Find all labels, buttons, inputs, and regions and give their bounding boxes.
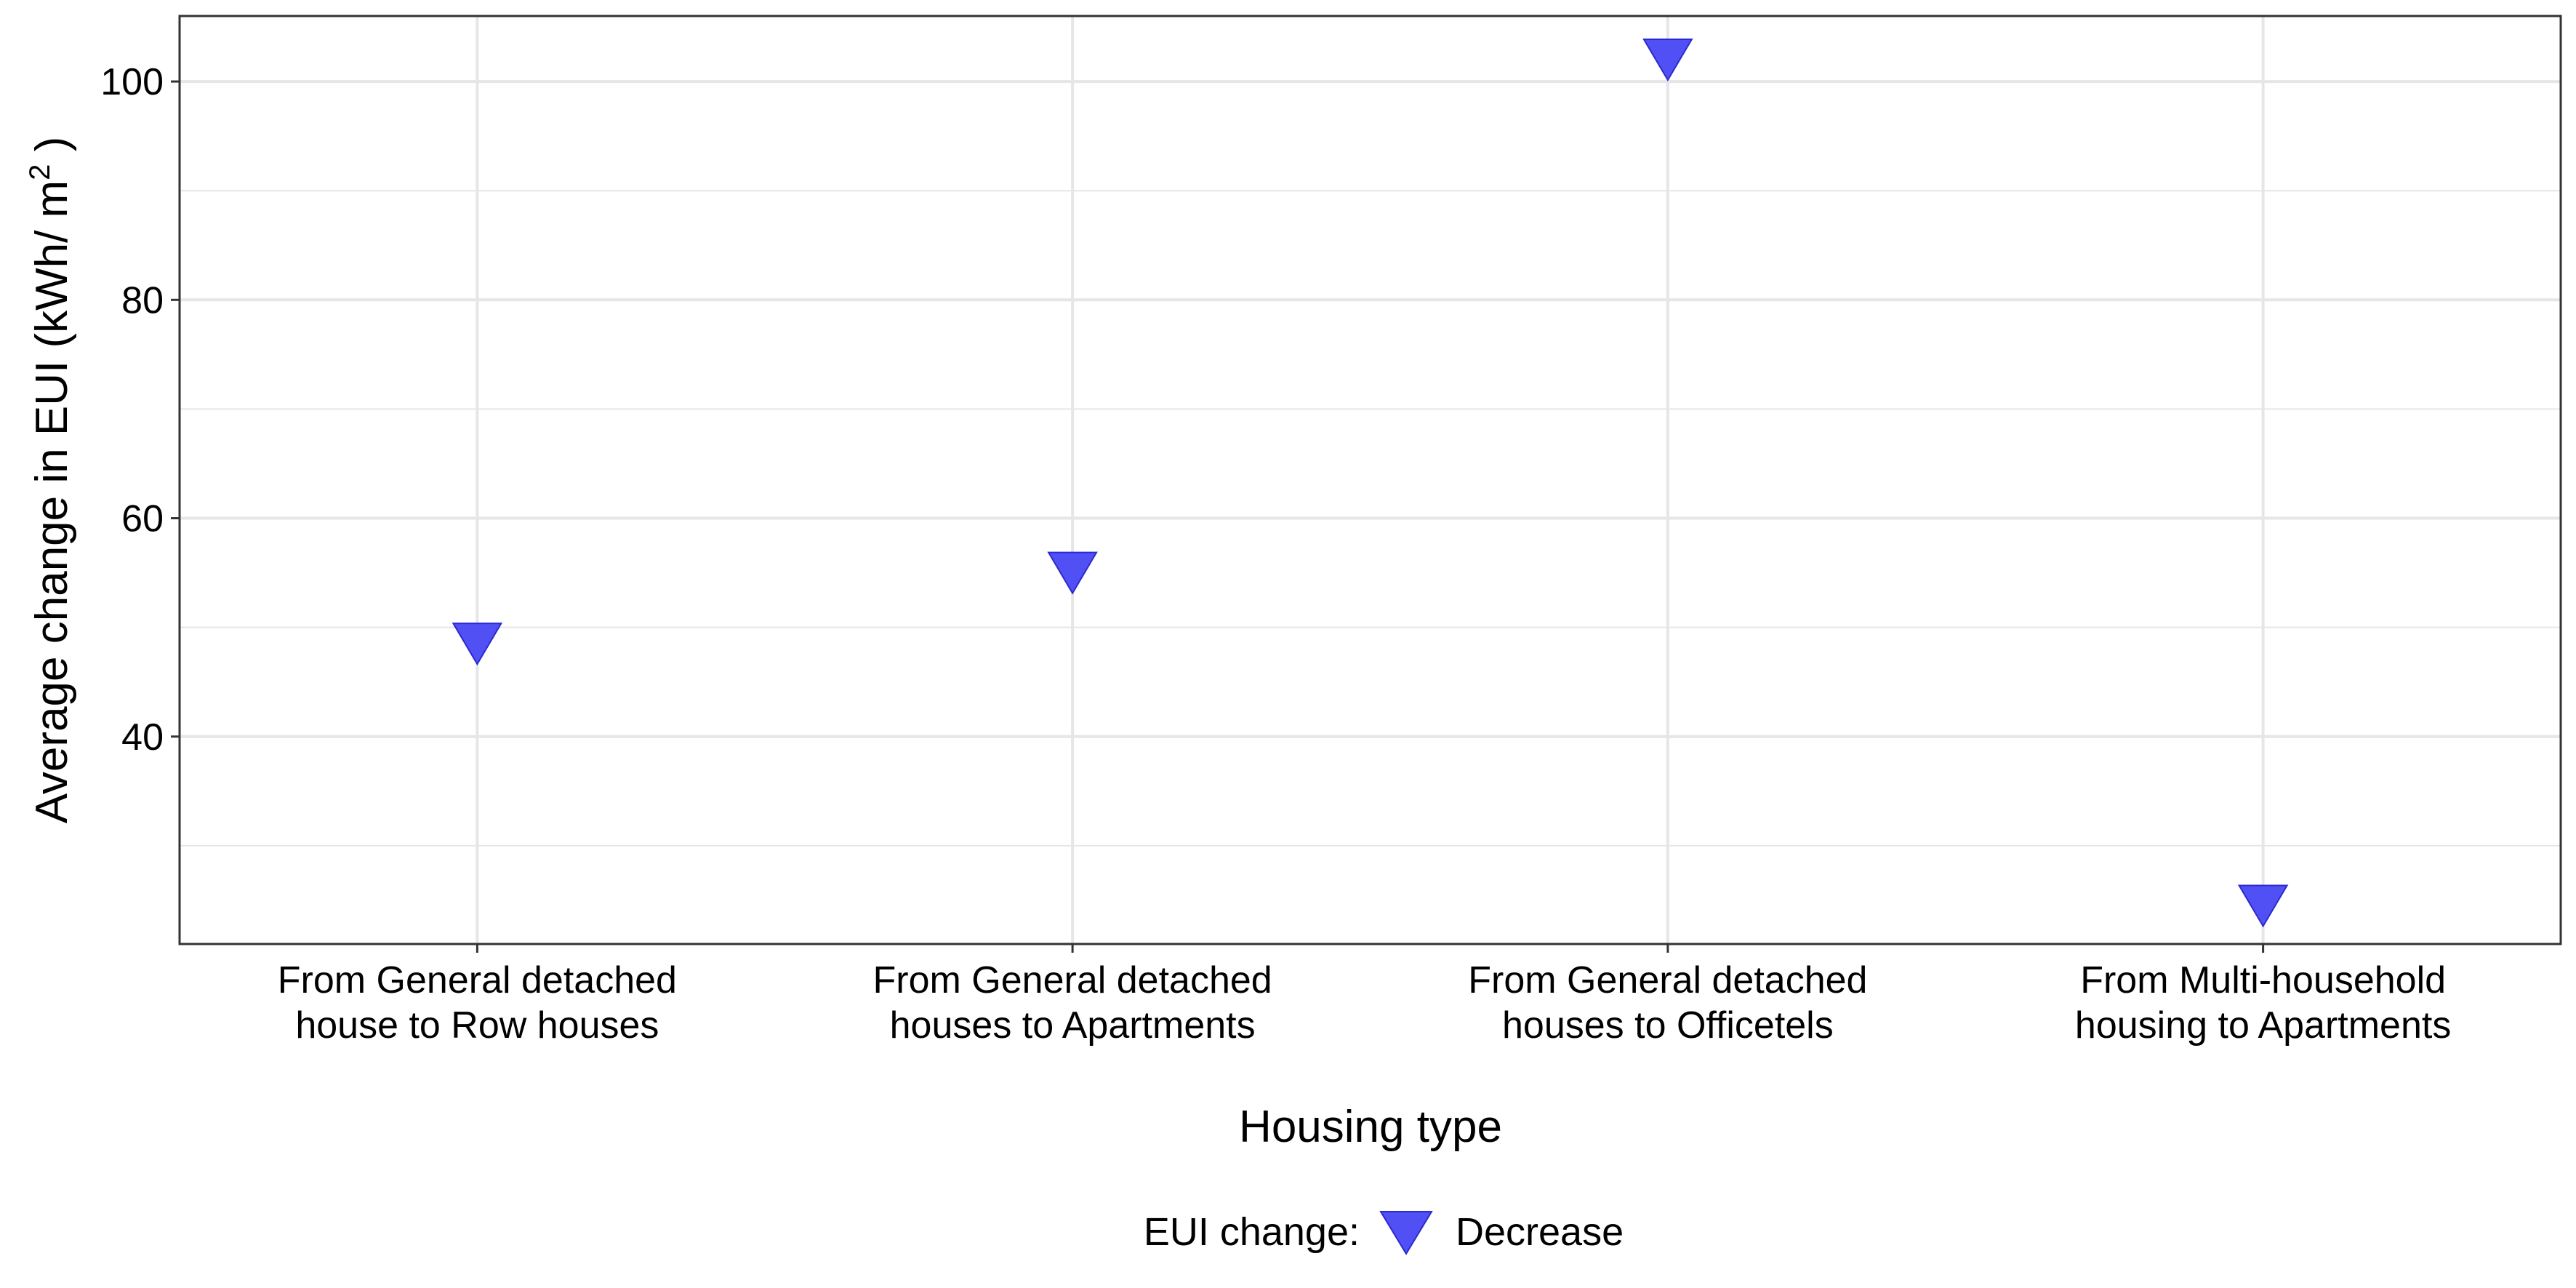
y-tick-label: 100 [100,61,164,103]
x-tick-label: From General detached house to Row houses [278,959,677,1047]
y-tick-label: 60 [121,498,164,540]
y-axis-ticks: 40 60 80 100 [100,61,180,759]
y-axis-title-main: Average change in EUI (kWh/ m [27,180,77,823]
legend: EUI change: Decrease [1144,1210,1624,1255]
y-axis-title-superscript: 2 [24,164,56,180]
data-points [452,39,2289,928]
x-tick-label-line: From Multi-household [2080,959,2446,1001]
y-tick-label: 80 [121,279,164,321]
y-axis-title-suffix: ) [27,137,77,164]
data-point-decrease [2237,884,2289,928]
x-axis-ticks: From General detached house to Row houses… [278,944,2451,1047]
x-axis-title: Housing type [1239,1102,1502,1152]
x-tick-label: From General detached houses to Apartment… [873,959,1272,1047]
legend-marker-decrease [1379,1211,1433,1255]
y-axis-title: Average change in EUI (kWh/ m2 ) [24,137,77,824]
legend-title: EUI change: [1144,1210,1360,1254]
y-tick-label: 40 [121,716,164,759]
data-point-decrease [1642,39,1693,82]
x-tick-label-line: housing to Apartments [2075,1004,2451,1047]
x-tick-label-line: houses to Officetels [1502,1004,1834,1047]
x-tick-label-line: From General detached [278,959,677,1001]
legend-label-decrease: Decrease [1456,1210,1624,1254]
grid-lines [180,16,2561,944]
x-tick-label-line: From General detached [873,959,1272,1001]
x-tick-label-line: From General detached [1468,959,1867,1001]
x-tick-label: From Multi-household housing to Apartment… [2075,959,2451,1047]
x-tick-label-line: house to Row houses [295,1004,659,1047]
plot-panel-border [178,15,2562,945]
data-point-decrease [452,623,503,666]
x-tick-label-line: houses to Apartments [890,1004,1256,1047]
x-tick-label: From General detached houses to Officetel… [1468,959,1867,1047]
data-point-decrease [1047,551,1098,595]
